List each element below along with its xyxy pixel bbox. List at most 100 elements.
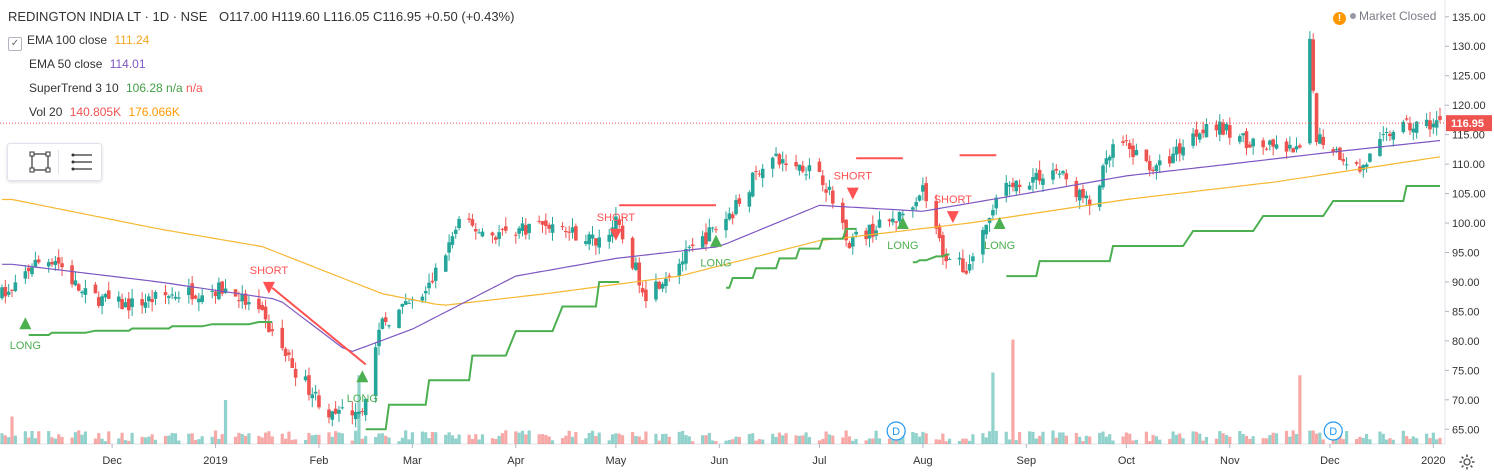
candle-body [1104, 158, 1109, 165]
volume-bar [847, 436, 852, 444]
ema100-legend[interactable]: ✓ EMA 100 close 111.24 [8, 28, 514, 52]
candle-body [1334, 149, 1339, 151]
short-signal-arrow [609, 228, 622, 241]
volume-bar [70, 437, 74, 444]
change-value: +0.50 (+0.43%) [424, 9, 515, 24]
candle-body [303, 376, 308, 381]
volume-bar [1244, 435, 1249, 444]
supertrend-long-line [365, 281, 620, 431]
candle-body [407, 302, 411, 304]
candle-body [1388, 133, 1392, 136]
volume-bar [877, 438, 882, 444]
volume-bar [0, 433, 4, 444]
volume-bar [1411, 436, 1415, 444]
candle-body [887, 219, 892, 222]
market-status[interactable]: ! Market Closed [1333, 9, 1436, 25]
volume-bar [354, 430, 358, 444]
volume-bar [924, 433, 928, 444]
candle-body [1314, 93, 1319, 143]
candle-body [310, 394, 315, 399]
candle-body [1181, 147, 1185, 156]
menu-lines-icon[interactable] [68, 148, 96, 176]
y-tick-label: 80.00 [1452, 336, 1480, 348]
volume-legend[interactable]: Vol 20 140.805K 176.066K [8, 100, 514, 124]
volume-bar [1194, 431, 1199, 444]
candle-body [660, 283, 665, 289]
volume-bar [7, 437, 11, 444]
candle-body [1041, 178, 1045, 185]
candle-body [1224, 124, 1229, 131]
volume-bar [550, 440, 555, 444]
volume-bar [257, 435, 261, 444]
candle-body [914, 202, 918, 207]
volume-bar [1288, 436, 1292, 444]
y-tick-label: 85.00 [1452, 306, 1480, 318]
hide-icon[interactable]: ✓ [8, 37, 22, 51]
candle-body [1111, 144, 1115, 158]
market-status-text: Market Closed [1359, 9, 1437, 23]
candle-body [56, 257, 61, 264]
candles [0, 31, 1442, 428]
volume-bar [737, 436, 741, 444]
warning-icon[interactable]: ! [1333, 12, 1346, 25]
volume-bar [567, 430, 571, 444]
candle-body [403, 301, 408, 305]
volume-bar [1291, 430, 1295, 444]
volume-bar [681, 430, 685, 444]
volume-bar [107, 431, 111, 444]
gear-icon[interactable] [1458, 453, 1476, 471]
candle-body [1311, 39, 1316, 91]
candle-body [287, 352, 291, 355]
volume-bar [991, 372, 995, 444]
candle-body [827, 186, 832, 190]
volume-bar [771, 433, 775, 444]
candle-body [3, 287, 8, 297]
volume-bar [80, 434, 84, 444]
volume-bar [424, 432, 428, 444]
rectangle-select-icon[interactable] [26, 148, 54, 176]
candle-body [1171, 153, 1175, 163]
candle-body [937, 225, 942, 239]
candle-body [1414, 121, 1419, 133]
volume-bar [757, 439, 761, 444]
x-tick-label: Feb [309, 455, 328, 467]
candle-body [120, 298, 124, 310]
symbol-title[interactable]: REDINGTON INDIA LT · 1D · NSE [8, 9, 208, 24]
volume-bar [434, 432, 438, 444]
y-tick-label: 95.00 [1452, 247, 1480, 259]
volume-bar [1408, 438, 1412, 444]
x-tick-label: 2020 [1421, 455, 1445, 467]
volume-bar [1174, 434, 1179, 444]
y-tick-label: 100.00 [1452, 218, 1486, 230]
ema50-legend[interactable]: EMA 50 close 114.01 [8, 52, 514, 76]
volume-bar [584, 438, 588, 444]
candle-body [1228, 125, 1232, 138]
volume-bar [804, 432, 808, 444]
volume-bar [1084, 435, 1088, 444]
volume-bar [1158, 439, 1162, 444]
volume-bar [1191, 431, 1195, 444]
volume-bar [797, 435, 802, 444]
supertrend-legend[interactable]: SuperTrend 3 10 106.28 n/a n/a [8, 76, 514, 100]
volume-bar [1121, 436, 1125, 444]
candle-body [730, 214, 735, 219]
candle-body [1291, 148, 1295, 153]
candle-body [967, 264, 972, 271]
volume-bar [73, 432, 78, 444]
candle-body [687, 246, 692, 248]
candle-body [607, 234, 612, 242]
volume-bar [130, 432, 134, 444]
candle-body [941, 235, 945, 257]
volume-bar [167, 435, 171, 444]
candle-body [1064, 173, 1069, 180]
candle-body [1241, 133, 1245, 136]
candle-body [964, 270, 969, 274]
candle-body [443, 255, 448, 272]
volume-bar [1058, 432, 1062, 444]
volume-bar [490, 438, 495, 444]
volume-bar [967, 440, 972, 444]
volume-bar [994, 430, 998, 444]
volume-bar [854, 438, 858, 444]
candle-body [1221, 122, 1225, 135]
